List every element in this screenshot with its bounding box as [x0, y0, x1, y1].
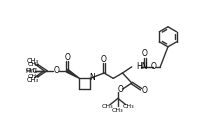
Text: N: N — [90, 73, 95, 82]
Text: CH₃: CH₃ — [27, 74, 39, 79]
Text: O: O — [53, 66, 59, 75]
Polygon shape — [66, 69, 79, 78]
Text: O: O — [142, 49, 148, 58]
Text: H₃C: H₃C — [26, 68, 38, 74]
Text: HN: HN — [136, 62, 148, 71]
Text: CH₃: CH₃ — [26, 68, 38, 73]
Text: O: O — [150, 62, 156, 71]
Text: CH₃: CH₃ — [123, 104, 134, 109]
Text: CH₃: CH₃ — [112, 108, 124, 113]
Text: O: O — [64, 53, 70, 62]
Text: CH₃: CH₃ — [101, 104, 113, 109]
Text: O: O — [118, 85, 124, 94]
Text: CH₃: CH₃ — [26, 58, 39, 64]
Text: CH₃: CH₃ — [27, 62, 39, 67]
Text: O: O — [141, 86, 147, 95]
Text: CH₃: CH₃ — [26, 77, 39, 83]
Text: O: O — [101, 55, 107, 64]
